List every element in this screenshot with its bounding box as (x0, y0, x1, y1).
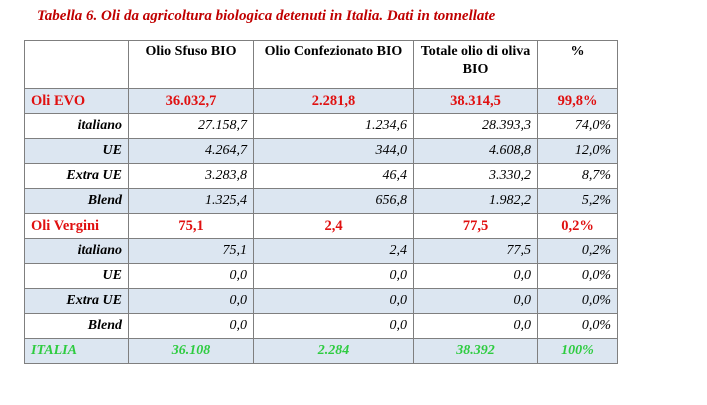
data-table: Olio Sfuso BIO Olio Confezionato BIO Tot… (24, 40, 618, 364)
table-cell: 99,8% (537, 88, 618, 114)
table-cell: 0,0 (413, 288, 538, 314)
header-percent: % (537, 40, 618, 89)
table-cell: 0,2% (537, 213, 618, 239)
table-cell: 8,7% (537, 163, 618, 189)
table-cell: 0,0 (253, 313, 414, 339)
table-cell: 344,0 (253, 138, 414, 164)
table-cell: 4.608,8 (413, 138, 538, 164)
header-olio-sfuso: Olio Sfuso BIO (128, 40, 254, 89)
table-row: UE 4.264,7 344,0 4.608,8 12,0% (24, 138, 618, 164)
table-row: UE 0,0 0,0 0,0 0,0% (24, 263, 618, 289)
table-cell: 0,0 (253, 263, 414, 289)
table-cell: 4.264,7 (128, 138, 254, 164)
group-row: Oli EVO 36.032,7 2.281,8 38.314,5 99,8% (24, 88, 618, 114)
row-label: italiano (24, 238, 129, 264)
table-cell: 0,0 (253, 288, 414, 314)
table-row: Extra UE 0,0 0,0 0,0 0,0% (24, 288, 618, 314)
table-cell: 2,4 (253, 213, 414, 239)
table-row: italiano 27.158,7 1.234,6 28.393,3 74,0% (24, 113, 618, 139)
table-cell: 77,5 (413, 238, 538, 264)
table-cell: 0,0 (413, 313, 538, 339)
row-label: Oli EVO (24, 88, 129, 114)
table-cell: 2.284 (253, 338, 414, 364)
table-cell: 1.982,2 (413, 188, 538, 214)
table-cell: 3.283,8 (128, 163, 254, 189)
table-cell: 3.330,2 (413, 163, 538, 189)
table-cell: 0,2% (537, 238, 618, 264)
table-cell: 46,4 (253, 163, 414, 189)
table-cell: 28.393,3 (413, 113, 538, 139)
table-cell: 74,0% (537, 113, 618, 139)
table-cell: 5,2% (537, 188, 618, 214)
table-cell: 0,0% (537, 263, 618, 289)
table-cell: 100% (537, 338, 618, 364)
table-cell: 0,0 (128, 288, 254, 314)
table-cell: 0,0 (413, 263, 538, 289)
row-label: Blend (24, 188, 129, 214)
table-cell: 656,8 (253, 188, 414, 214)
header-olio-confezionato: Olio Confezionato BIO (253, 40, 414, 89)
table-cell: 12,0% (537, 138, 618, 164)
table-cell: 0,0 (128, 313, 254, 339)
table-header-row: Olio Sfuso BIO Olio Confezionato BIO Tot… (24, 40, 618, 89)
table-cell: 38.392 (413, 338, 538, 364)
table-cell: 36.032,7 (128, 88, 254, 114)
row-label: ITALIA (24, 338, 129, 364)
row-label: Blend (24, 313, 129, 339)
table-cell: 0,0% (537, 313, 618, 339)
table-cell: 0,0% (537, 288, 618, 314)
total-row: ITALIA 36.108 2.284 38.392 100% (24, 338, 618, 364)
table-body: Oli EVO 36.032,7 2.281,8 38.314,5 99,8% itali… (24, 88, 618, 364)
table-cell: 38.314,5 (413, 88, 538, 114)
table-cell: 2.281,8 (253, 88, 414, 114)
row-label: Extra UE (24, 163, 129, 189)
table-title: Tabella 6. Oli da agricoltura biologica … (37, 8, 496, 24)
table-cell: 36.108 (128, 338, 254, 364)
row-label: italiano (24, 113, 129, 139)
table-cell: 77,5 (413, 213, 538, 239)
table-row: Extra UE 3.283,8 46,4 3.330,2 8,7% (24, 163, 618, 189)
table-cell: 2,4 (253, 238, 414, 264)
table-cell: 75,1 (128, 238, 254, 264)
header-totale-olio: Totale olio di oliva BIO (413, 40, 538, 89)
table-cell: 1.234,6 (253, 113, 414, 139)
table-cell: 75,1 (128, 213, 254, 239)
header-cell-empty (24, 40, 129, 89)
row-label: UE (24, 263, 129, 289)
row-label: Oli Vergini (24, 213, 129, 239)
table-row: Blend 0,0 0,0 0,0 0,0% (24, 313, 618, 339)
table-row: italiano 75,1 2,4 77,5 0,2% (24, 238, 618, 264)
table-row: Blend 1.325,4 656,8 1.982,2 5,2% (24, 188, 618, 214)
row-label: Extra UE (24, 288, 129, 314)
table-cell: 27.158,7 (128, 113, 254, 139)
group-row: Oli Vergini 75,1 2,4 77,5 0,2% (24, 213, 618, 239)
table-cell: 1.325,4 (128, 188, 254, 214)
row-label: UE (24, 138, 129, 164)
table-cell: 0,0 (128, 263, 254, 289)
